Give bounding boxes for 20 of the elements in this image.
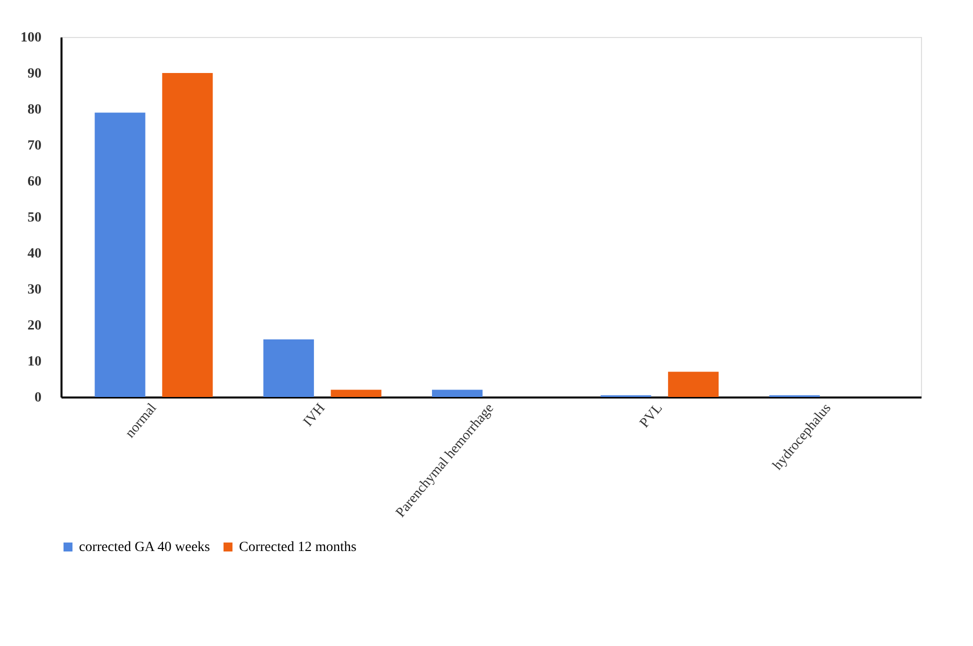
y-tick-label: 90 <box>28 66 42 82</box>
y-tick-label: 80 <box>28 102 42 118</box>
y-tick-label: 40 <box>28 246 42 262</box>
y-tick-label: 0 <box>34 390 42 406</box>
bar <box>668 372 719 397</box>
y-tick-label: 100 <box>20 30 42 46</box>
bar <box>94 112 146 397</box>
bar <box>432 390 483 397</box>
bar <box>263 339 314 397</box>
y-tick-label: 70 <box>28 138 42 154</box>
y-tick-label: 60 <box>28 174 42 190</box>
y-tick-label: 20 <box>28 318 42 334</box>
y-tick-label: 50 <box>28 210 42 226</box>
legend-label: corrected GA 40 weeks <box>79 540 210 555</box>
x-tick-label: PVL <box>637 401 666 431</box>
bar <box>330 390 382 397</box>
bar <box>162 73 213 397</box>
y-tick-label: 30 <box>28 282 42 298</box>
y-tick-label: 10 <box>28 354 42 370</box>
legend-label: Corrected 12 months <box>239 540 356 555</box>
